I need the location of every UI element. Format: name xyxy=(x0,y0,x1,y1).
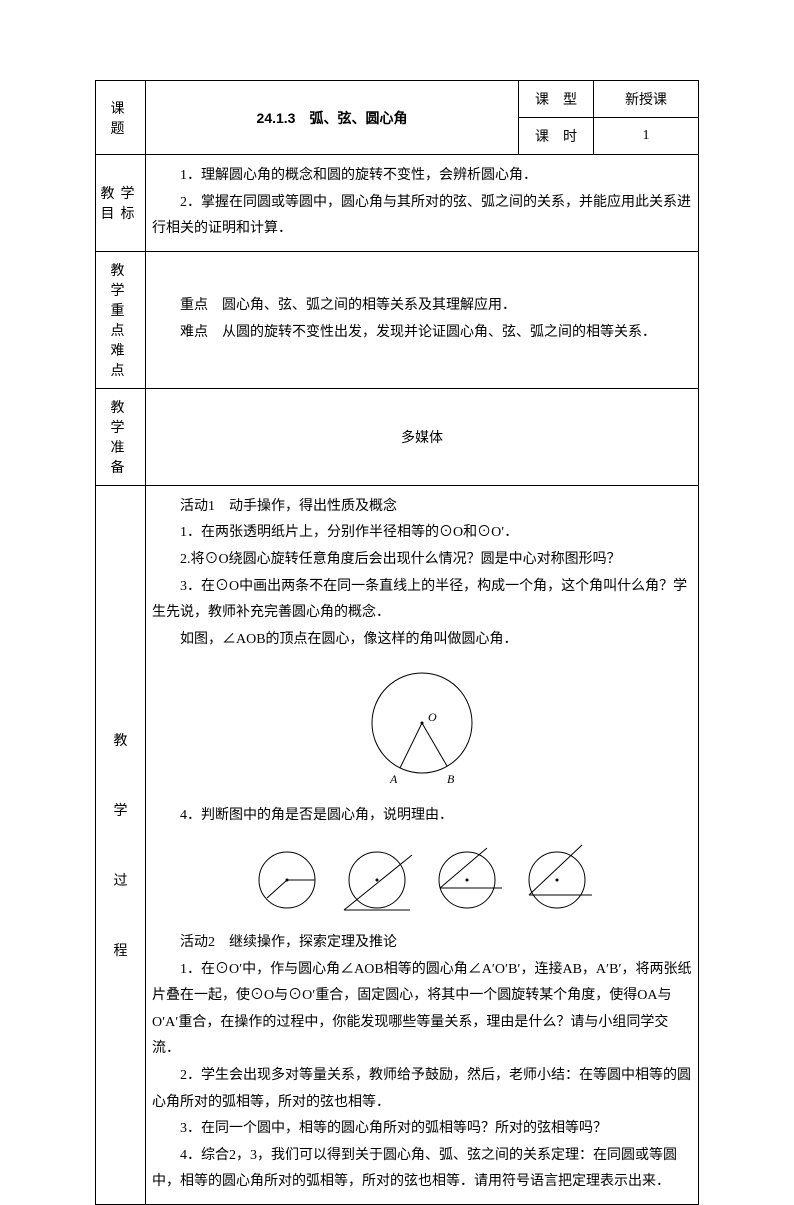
act1-2: 2.将⊙O绕圆心旋转任意角度后会出现什么情况？圆是中心对称图形吗？ xyxy=(152,547,692,574)
objectives-row: 教学目标 1．理解圆心角的概念和圆的旋转不变性，会辨析圆心角． 2．掌握在同圆或… xyxy=(96,155,699,252)
process-label: 教 学 过 程 xyxy=(96,485,146,1204)
circle-1 xyxy=(259,852,315,908)
lesson-label: 课题 xyxy=(96,81,146,155)
circle-aob-svg: O A B xyxy=(352,663,492,793)
objectives-line1: 1．理解圆心角的概念和圆的旋转不变性，会辨析圆心角． xyxy=(152,163,692,190)
act1-1: 1．在两张透明纸片上，分别作半径相等的⊙O和⊙O′． xyxy=(152,520,692,547)
process-char-2: 学 xyxy=(114,800,128,820)
period-label: 课 时 xyxy=(519,118,594,155)
four-circles-svg xyxy=(242,840,602,920)
process-char-1: 教 xyxy=(114,730,128,750)
lesson-title: 24.1.3 弧、弦、圆心角 xyxy=(146,81,519,155)
act2-4: 4．综合2，3，我们可以得到关于圆心角、弧、弦之间的关系定理：在同圆或等圆中，相… xyxy=(152,1143,692,1196)
act1-q4: 4．判断图中的角是否是圆心角，说明理由． xyxy=(152,803,692,830)
prep-label: 教 学准 备 xyxy=(96,388,146,485)
process-content: 活动1 动手操作，得出性质及概念 1．在两张透明纸片上，分别作半径相等的⊙O和⊙… xyxy=(146,485,699,1204)
keypoints-row: 教 学重 点难 点 重点 圆心角、弦、弧之间的相等关系及其理解应用． 难点 从圆… xyxy=(96,251,699,388)
objectives-content: 1．理解圆心角的概念和圆的旋转不变性，会辨析圆心角． 2．掌握在同圆或等圆中，圆… xyxy=(146,155,699,252)
lesson-plan-table: 课题 24.1.3 弧、弦、圆心角 课 型 新授课 课 时 1 教学目标 1．理… xyxy=(95,80,699,1205)
process-char-3: 过 xyxy=(114,870,128,890)
keypoints-line2: 难点 从圆的旋转不变性出发，发现并论证圆心角、弦、弧之间的相等关系． xyxy=(152,320,692,347)
act1-3: 3．在⊙O中画出两条不在同一条直线上的半径，构成一个角，这个角叫什么角？学生先说… xyxy=(152,574,692,627)
prep-row: 教 学准 备 多媒体 xyxy=(96,388,699,485)
type-label: 课 型 xyxy=(519,81,594,118)
act1-4: 如图，∠AOB的顶点在圆心，像这样的角叫做圆心角． xyxy=(152,627,692,654)
act2-title: 活动2 继续操作，探索定理及推论 xyxy=(152,930,692,957)
header-row: 课题 24.1.3 弧、弦、圆心角 课 型 新授课 xyxy=(96,81,699,118)
circle-2 xyxy=(344,852,412,910)
act1-title: 活动1 动手操作，得出性质及概念 xyxy=(152,494,692,521)
period-value: 1 xyxy=(594,118,699,155)
keypoints-label: 教 学重 点难 点 xyxy=(96,251,146,388)
process-char-4: 程 xyxy=(114,940,128,960)
act2-2: 2．学生会出现多对等量关系，教师给予鼓励，然后，老师小结：在等圆中相等的圆心角所… xyxy=(152,1063,692,1116)
label-B: B xyxy=(447,772,455,786)
keypoints-content: 重点 圆心角、弦、弧之间的相等关系及其理解应用． 难点 从圆的旋转不变性出发，发… xyxy=(146,251,699,388)
keypoints-line1: 重点 圆心角、弦、弧之间的相等关系及其理解应用． xyxy=(152,293,692,320)
circle-3 xyxy=(439,848,502,908)
diagram-circle-angle: O A B xyxy=(152,653,692,803)
type-value: 新授课 xyxy=(594,81,699,118)
label-A: A xyxy=(389,772,398,786)
process-row: 教 学 过 程 活动1 动手操作，得出性质及概念 1．在两张透明纸片上，分别作半… xyxy=(96,485,699,1204)
objectives-line2: 2．掌握在同圆或等圆中，圆心角与其所对的弦、弧之间的关系，并能应用此关系进行相关… xyxy=(152,190,692,243)
prep-value: 多媒体 xyxy=(146,388,699,485)
act2-1: 1．在⊙O′中，作与圆心角∠AOB相等的圆心角∠A′O′B′，连接AB，A′B′… xyxy=(152,957,692,1063)
objectives-label: 教学目标 xyxy=(96,155,146,252)
diagram-four-circles xyxy=(152,830,692,930)
act2-3: 3．在同一个圆中，相等的圆心角所对的弧相等吗？所对的弦相等吗？ xyxy=(152,1116,692,1143)
label-O: O xyxy=(428,710,437,724)
circle-4 xyxy=(529,845,592,908)
